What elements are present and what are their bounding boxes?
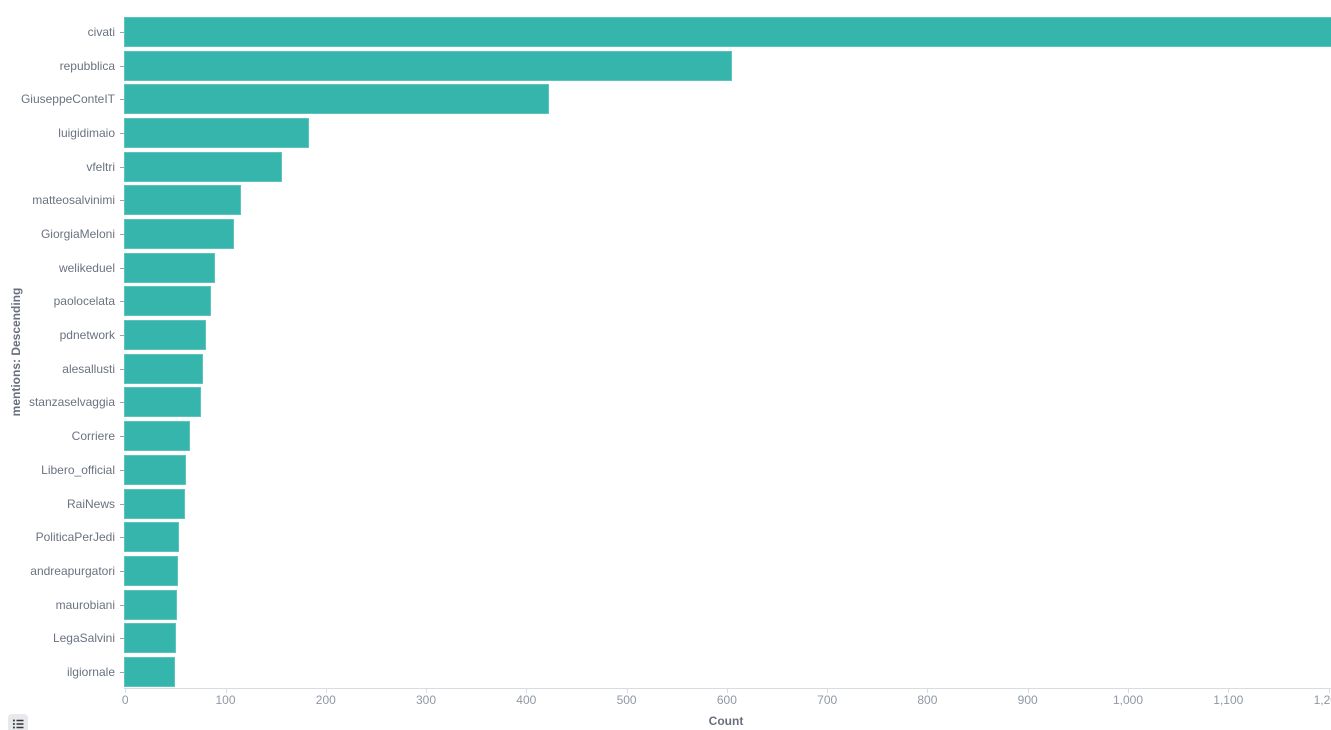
x-tick-mark [927, 689, 929, 693]
y-tick-mark [120, 436, 125, 437]
bar[interactable] [124, 489, 186, 519]
y-tick-label: maurobiani [55, 597, 115, 612]
y-tick-label: welikeduel [58, 260, 115, 275]
list-icon [13, 719, 24, 729]
x-tick-label: 300 [415, 693, 437, 707]
y-tick-label: PoliticaPerJedi [35, 530, 115, 545]
y-tick-label: GiuseppeConteIT [20, 92, 115, 107]
x-tick-label: 600 [716, 693, 737, 707]
y-tick-mark [120, 268, 125, 269]
y-tick-label: LegaSalvini [52, 631, 115, 646]
bar[interactable] [124, 556, 179, 586]
x-tick-label: 200 [315, 693, 336, 707]
x-tick-mark [626, 689, 628, 693]
bar[interactable] [124, 421, 191, 451]
x-tick-mark [827, 689, 829, 693]
x-tick-mark [1027, 689, 1029, 693]
x-axis-line [124, 688, 1331, 689]
x-tick-mark [426, 689, 427, 693]
x-tick-mark [225, 689, 227, 693]
bar[interactable] [124, 286, 212, 316]
bar[interactable] [124, 387, 202, 417]
bar[interactable] [124, 51, 732, 81]
bar[interactable] [124, 522, 180, 552]
y-tick-mark [120, 234, 125, 235]
x-tick-mark [125, 689, 127, 693]
x-tick-label: 500 [616, 693, 637, 707]
y-tick-mark [120, 402, 125, 403]
y-tick-mark [120, 99, 125, 100]
bar[interactable] [124, 152, 283, 182]
bar[interactable] [124, 17, 1331, 47]
bar[interactable] [124, 253, 216, 283]
bar[interactable] [124, 219, 235, 249]
x-tick-label: 1,200 [1313, 693, 1331, 707]
x-tick-mark [1328, 689, 1330, 693]
y-tick-label: paolocelata [53, 294, 115, 309]
x-tick-mark [526, 689, 528, 693]
y-tick-mark [120, 537, 125, 538]
y-tick-mark [120, 335, 125, 336]
bar[interactable] [124, 118, 309, 148]
y-tick-label: Libero_official [41, 462, 115, 477]
y-tick-mark [120, 605, 125, 606]
x-tick-label: 400 [516, 693, 537, 707]
x-tick-label: 1,100 [1213, 693, 1244, 707]
x-tick-label: 100 [215, 693, 236, 707]
x-tick-label: 900 [1017, 693, 1038, 707]
y-tick-mark [120, 369, 125, 370]
y-tick-label: pdnetwork [59, 328, 115, 343]
x-tick-label: 700 [817, 693, 838, 707]
x-tick-label: 0 [121, 693, 129, 707]
y-tick-label: stanzaselvaggia [28, 395, 115, 410]
y-tick-label: civati [87, 25, 115, 39]
y-tick-label: repubblica [59, 58, 115, 73]
bar[interactable] [124, 354, 204, 384]
bar[interactable] [124, 455, 187, 485]
y-tick-mark [120, 66, 125, 67]
bar[interactable] [124, 320, 207, 350]
x-tick-mark [726, 689, 728, 693]
y-tick-label: ilgiornale [66, 664, 115, 679]
y-tick-label: RaiNews [66, 496, 115, 511]
y-tick-label: matteosalvinimi [32, 193, 115, 208]
y-tick-mark [120, 504, 125, 505]
bar[interactable] [124, 623, 177, 653]
y-tick-mark [120, 133, 125, 134]
y-tick-mark [120, 200, 125, 201]
y-tick-mark [120, 32, 125, 33]
y-tick-label: GiorgiaMeloni [40, 227, 115, 242]
y-tick-label: vfeltri [86, 159, 115, 174]
y-tick-label: luigidimaio [58, 126, 115, 141]
y-tick-label: alesallusti [62, 361, 115, 376]
bar[interactable] [124, 84, 550, 114]
bar[interactable] [124, 657, 176, 687]
y-tick-mark [120, 301, 125, 302]
y-tick-mark [120, 638, 125, 639]
y-tick-label: Corriere [71, 429, 115, 444]
x-tick-mark [1228, 689, 1230, 693]
x-tick-mark [1128, 689, 1129, 693]
x-tick-mark [325, 689, 327, 693]
y-tick-mark [120, 672, 125, 673]
y-tick-mark [120, 571, 125, 572]
legend-toggle-button[interactable] [8, 714, 28, 730]
bar[interactable] [124, 185, 242, 215]
y-tick-label: andreapurgatori [30, 563, 115, 578]
x-tick-label: 1,000 [1112, 693, 1144, 707]
y-tick-mark [120, 167, 125, 168]
x-tick-label: 800 [917, 693, 938, 707]
y-tick-mark [120, 470, 125, 471]
bar[interactable] [124, 590, 178, 620]
x-axis-title: Count [708, 714, 744, 728]
